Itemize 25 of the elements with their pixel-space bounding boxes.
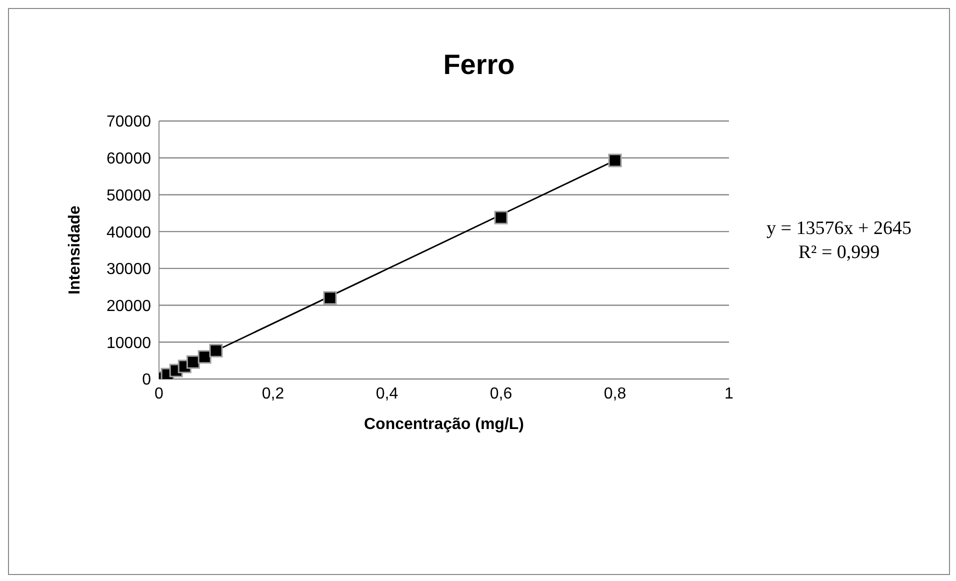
text: R² = 0,999 bbox=[797, 241, 881, 265]
point bbox=[323, 291, 337, 305]
point bbox=[494, 210, 508, 224]
x-axis-title: Concentração (mg/L) bbox=[364, 416, 524, 433]
x-tick-label: 0,8 bbox=[604, 385, 626, 402]
y-tick-label: 70000 bbox=[106, 114, 152, 131]
point bbox=[608, 154, 622, 168]
x-tick-label: 0 bbox=[154, 385, 164, 402]
x-tick-label: 1 bbox=[724, 385, 734, 402]
y-axis-title: Intensidade bbox=[66, 205, 84, 294]
y-tick-label: 40000 bbox=[106, 224, 152, 242]
y-tick-label: 10000 bbox=[106, 334, 152, 352]
y-tick-label: 30000 bbox=[106, 261, 152, 278]
x-tick-label: 0,2 bbox=[262, 385, 284, 402]
chart-title: Ferro bbox=[442, 49, 516, 81]
x-tick-label: 0,6 bbox=[490, 385, 512, 402]
x-tick-label: 0,4 bbox=[376, 385, 398, 402]
point bbox=[209, 344, 223, 358]
y-tick-label: 60000 bbox=[106, 150, 152, 168]
y-tick-label: 0 bbox=[142, 372, 152, 389]
y-tick-label: 50000 bbox=[106, 187, 152, 204]
text: y = 13576x + 2645 bbox=[766, 217, 912, 241]
point bbox=[198, 350, 212, 364]
point bbox=[186, 355, 200, 369]
y-tick-label: 20000 bbox=[106, 298, 152, 315]
